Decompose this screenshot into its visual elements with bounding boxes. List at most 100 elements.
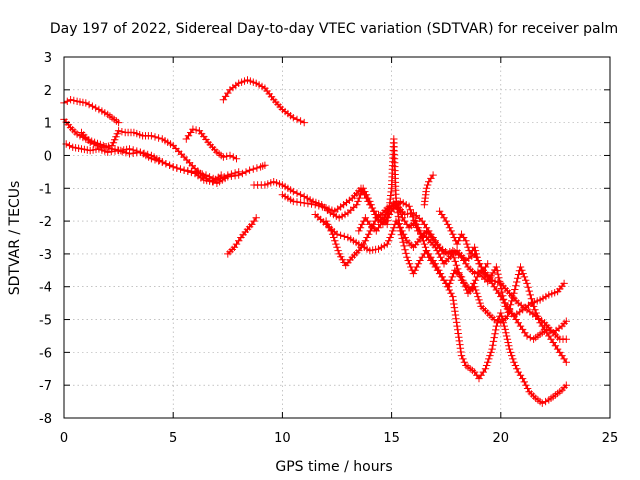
data-point bbox=[486, 351, 494, 360]
data-point bbox=[192, 126, 200, 134]
data-point bbox=[386, 233, 394, 242]
data-point bbox=[306, 196, 314, 204]
data-point bbox=[281, 192, 289, 201]
data-point bbox=[459, 355, 467, 363]
data-point bbox=[113, 130, 121, 138]
data-point bbox=[341, 210, 349, 219]
data-point bbox=[413, 263, 421, 271]
data-point bbox=[300, 199, 308, 207]
x-axis-label: GPS time / hours bbox=[275, 459, 392, 475]
y-tick-label: -4 bbox=[39, 281, 52, 296]
data-point bbox=[422, 246, 431, 255]
data-point bbox=[539, 294, 547, 302]
data-point bbox=[473, 253, 481, 261]
x-tick-label: 0 bbox=[60, 431, 68, 446]
data-point bbox=[161, 137, 169, 145]
data-point bbox=[411, 266, 419, 274]
data-point bbox=[400, 242, 408, 250]
data-point bbox=[461, 283, 470, 291]
data-point bbox=[125, 145, 134, 153]
data-point bbox=[510, 289, 518, 297]
data-point bbox=[278, 181, 287, 189]
data-point bbox=[315, 202, 323, 210]
data-point bbox=[232, 155, 241, 163]
y-tick-label: 2 bbox=[44, 84, 52, 99]
data-point bbox=[296, 191, 305, 199]
data-point bbox=[270, 178, 278, 186]
data-point bbox=[414, 224, 422, 232]
data-point bbox=[111, 145, 119, 154]
data-point bbox=[497, 309, 505, 317]
data-point bbox=[510, 358, 518, 366]
data-point bbox=[114, 127, 123, 135]
data-point bbox=[318, 203, 327, 211]
data-point bbox=[209, 178, 217, 186]
data-point bbox=[188, 162, 196, 170]
data-point bbox=[509, 293, 517, 301]
y-tick-label: 3 bbox=[44, 51, 52, 66]
data-point bbox=[140, 149, 148, 157]
y-tick-label: -7 bbox=[39, 379, 52, 394]
data-point bbox=[526, 291, 534, 299]
data-point bbox=[215, 178, 224, 186]
y-tick-label: 0 bbox=[44, 149, 52, 164]
data-point bbox=[449, 269, 458, 278]
data-point bbox=[176, 165, 185, 173]
data-point bbox=[154, 134, 163, 142]
data-point bbox=[492, 322, 501, 330]
data-point bbox=[446, 248, 454, 256]
data-point bbox=[129, 146, 137, 154]
data-point bbox=[114, 118, 123, 127]
data-point bbox=[334, 246, 342, 255]
data-point bbox=[253, 164, 261, 172]
data-point bbox=[296, 117, 305, 125]
data-point bbox=[470, 269, 479, 278]
data-point bbox=[505, 345, 514, 353]
data-point bbox=[464, 243, 472, 251]
data-point bbox=[272, 179, 281, 187]
data-point bbox=[489, 337, 498, 346]
data-point bbox=[444, 283, 453, 291]
data-point bbox=[513, 274, 522, 282]
x-tick-label: 5 bbox=[169, 431, 177, 446]
data-point bbox=[337, 253, 345, 261]
data-point bbox=[523, 332, 531, 340]
data-point bbox=[520, 273, 529, 281]
data-point bbox=[450, 254, 458, 262]
data-point bbox=[155, 156, 164, 165]
data-point bbox=[444, 220, 452, 229]
data-point bbox=[472, 286, 480, 294]
data-point bbox=[422, 184, 431, 192]
data-point bbox=[229, 153, 237, 161]
data-point bbox=[511, 361, 520, 370]
data-point bbox=[101, 109, 109, 117]
data-point bbox=[108, 141, 116, 150]
data-point bbox=[494, 270, 502, 278]
data-point bbox=[473, 289, 481, 297]
data-point bbox=[325, 224, 334, 232]
data-point bbox=[503, 335, 512, 343]
data-point bbox=[358, 220, 366, 229]
data-point bbox=[405, 260, 414, 268]
data-point bbox=[520, 378, 528, 386]
data-point bbox=[459, 276, 467, 284]
data-series bbox=[60, 76, 570, 407]
data-point bbox=[147, 132, 156, 140]
data-point bbox=[401, 246, 409, 254]
data-point bbox=[144, 150, 152, 159]
x-tick-label: 10 bbox=[274, 431, 291, 446]
series-track-m bbox=[420, 171, 437, 209]
data-point bbox=[332, 240, 340, 248]
data-point bbox=[457, 351, 466, 360]
data-point bbox=[354, 197, 362, 206]
data-point bbox=[460, 279, 468, 288]
x-tick-label: 25 bbox=[602, 431, 619, 446]
data-point bbox=[326, 209, 335, 217]
data-point bbox=[70, 96, 78, 105]
data-point bbox=[411, 217, 420, 225]
data-point bbox=[454, 265, 462, 273]
series-track-a bbox=[60, 96, 123, 127]
data-point bbox=[66, 96, 75, 104]
data-point bbox=[336, 231, 345, 239]
data-point bbox=[463, 286, 471, 294]
